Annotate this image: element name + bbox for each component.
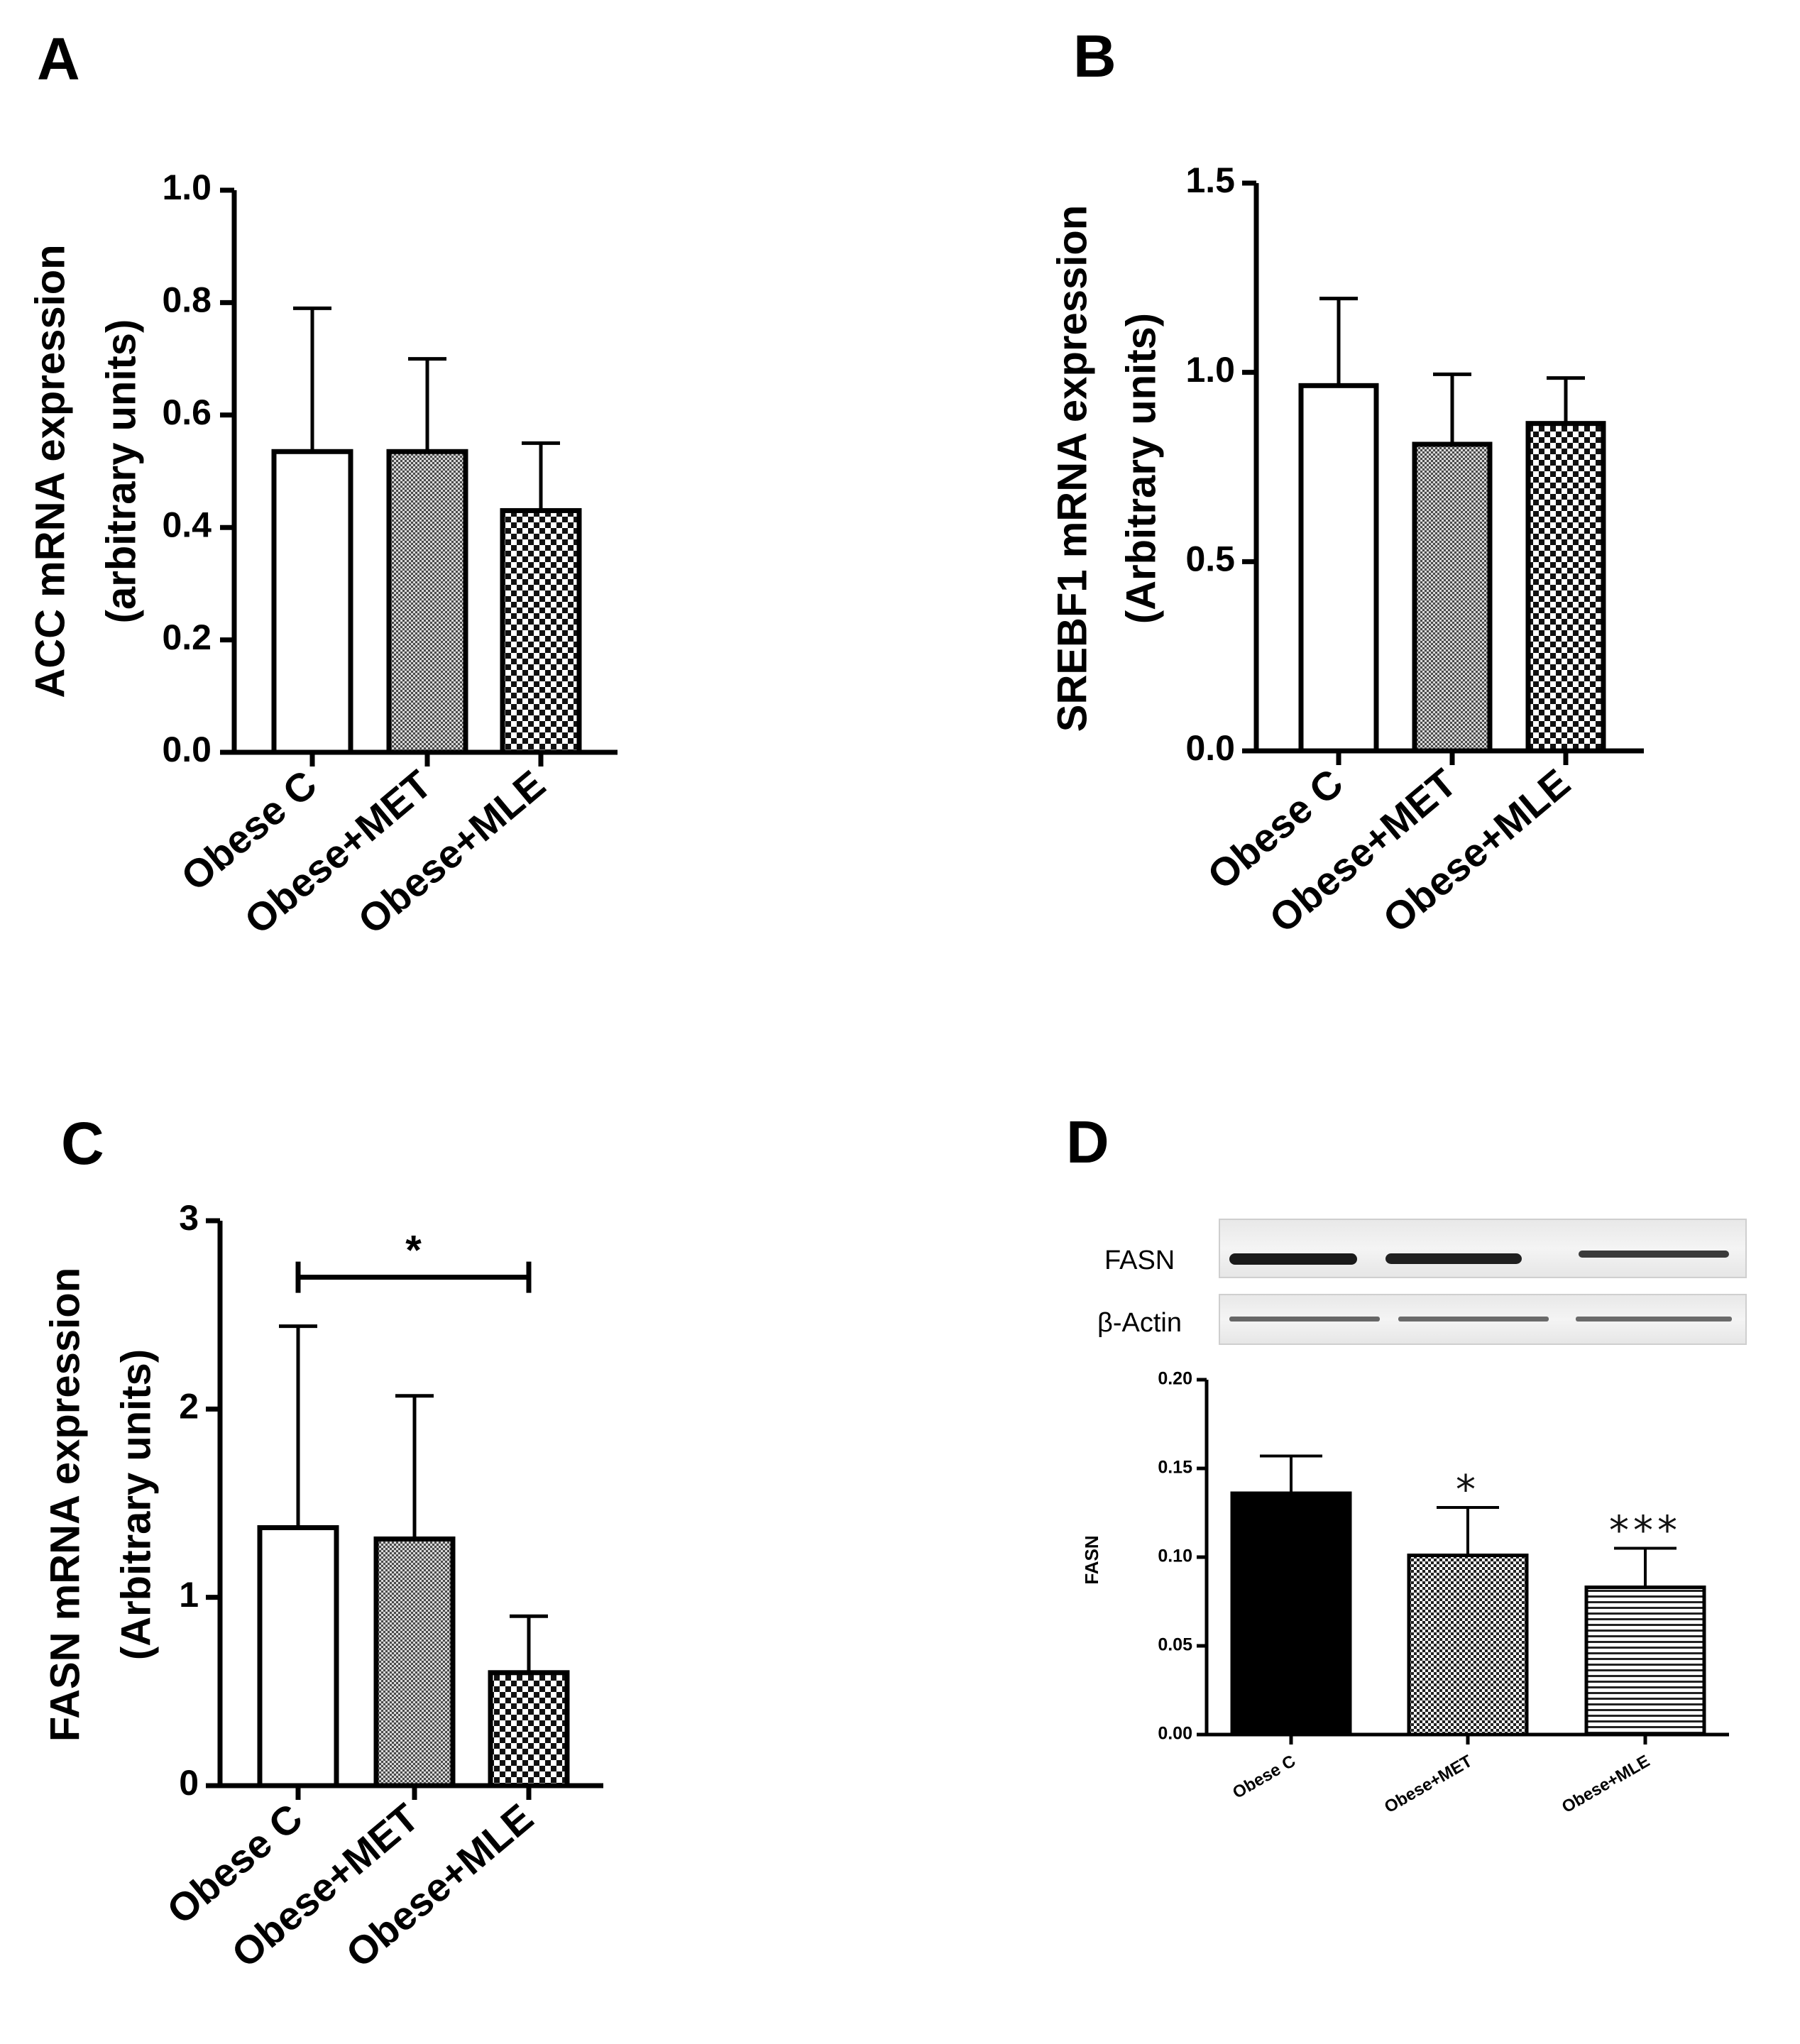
bar xyxy=(1407,1554,1529,1737)
blot-label-fasn: FASN xyxy=(1104,1246,1175,1275)
category-label: Obese+MLE xyxy=(1559,1752,1653,1817)
y-tick-label: 1 xyxy=(179,1575,199,1615)
bar xyxy=(488,1670,570,1788)
blot-fasn-strip xyxy=(1219,1219,1747,1278)
blot-actin-band-1 xyxy=(1229,1317,1380,1322)
y-tick-label: 0.2 xyxy=(162,617,212,657)
blot-label-actin: β-Actin xyxy=(1097,1308,1182,1338)
blot-actin-band-2 xyxy=(1398,1317,1549,1322)
panel-letter-b: B xyxy=(1073,23,1116,89)
y-axis-label: (Arbitrary units) xyxy=(113,1349,159,1660)
blot-fasn-band-3 xyxy=(1579,1251,1729,1258)
category-label: Obese+MET xyxy=(1381,1752,1476,1818)
y-tick-label: 0.05 xyxy=(1158,1635,1192,1655)
y-axis-label: (arbitrary units) xyxy=(98,319,144,624)
y-tick-label: 0 xyxy=(179,1763,199,1803)
western-blot: FASN β-Actin xyxy=(1097,1219,1747,1345)
y-axis-label: FASN mRNA expression xyxy=(42,1268,88,1742)
blot-fasn-band-2 xyxy=(1385,1253,1522,1264)
significance-star: *** xyxy=(1609,1508,1681,1554)
panel-b: B 0.0 0.5 1.0 1.5 SREBF1 mRNA expression (Arb… xyxy=(1049,23,1644,941)
y-tick-label: 0.5 xyxy=(1185,539,1235,579)
significance-star: * xyxy=(1456,1467,1480,1513)
panel-letter-c: C xyxy=(61,1110,104,1177)
y-tick-label: 0.15 xyxy=(1158,1458,1192,1478)
panel-a: A 0.0 0.2 0.4 0.6 0.8 1.0 ACC mRNA expression (… xyxy=(27,26,618,943)
y-tick-label: 0.10 xyxy=(1158,1546,1192,1566)
y-tick-label: 0.00 xyxy=(1158,1724,1192,1744)
chart-c: 0 1 2 3 FASN mRNA expression (Arbitrary units… xyxy=(42,1198,603,1976)
blot-actin-band-3 xyxy=(1576,1317,1732,1322)
y-axis-label: FASN xyxy=(1081,1535,1102,1584)
bar xyxy=(257,1524,339,1788)
panel-d: D FASN β-Actin 0.00 0.05 0.10 0.15 0.20 FASN O… xyxy=(1066,1109,1747,1818)
y-tick-label: 0.0 xyxy=(1185,728,1235,768)
bar xyxy=(386,449,468,755)
chart-b: 0.0 0.5 1.0 1.5 SREBF1 mRNA expression (Arbit… xyxy=(1049,160,1644,941)
y-tick-label: 0.6 xyxy=(162,392,212,432)
y-tick-label: 0.0 xyxy=(162,730,212,769)
y-tick-label: 0.4 xyxy=(162,505,212,544)
y-axis-label: (Arbitrary units) xyxy=(1118,313,1164,624)
y-tick-label: 1.5 xyxy=(1185,160,1235,200)
panel-c: C 0 1 2 3 FASN mRNA expression (Arbitrary uni… xyxy=(42,1110,603,1976)
y-axis-label: ACC mRNA expression xyxy=(27,244,73,698)
bar xyxy=(271,449,353,755)
bar xyxy=(500,507,582,755)
bar xyxy=(1230,1491,1352,1737)
bar xyxy=(1525,421,1606,754)
y-tick-label: 0.20 xyxy=(1158,1369,1192,1389)
chart-d: 0.00 0.05 0.10 0.15 0.20 FASN Obese C Obese+MET… xyxy=(1081,1369,1729,1818)
bar xyxy=(1584,1586,1706,1737)
significance-star: * xyxy=(405,1228,422,1274)
y-tick-label: 2 xyxy=(179,1387,199,1427)
category-label: Obese C xyxy=(1229,1752,1299,1803)
y-tick-label: 1.0 xyxy=(1185,350,1235,390)
y-tick-label: 0.8 xyxy=(162,280,212,320)
bar xyxy=(1298,383,1379,754)
bar xyxy=(1412,441,1493,754)
bar xyxy=(373,1536,456,1788)
chart-a: 0.0 0.2 0.4 0.6 0.8 1.0 ACC mRNA expression (ar… xyxy=(27,167,618,943)
y-tick-label: 3 xyxy=(179,1198,199,1238)
y-tick-label: 1.0 xyxy=(162,167,212,207)
panel-letter-d: D xyxy=(1066,1109,1109,1175)
y-axis-label: SREBF1 mRNA expression xyxy=(1049,205,1095,732)
blot-fasn-band-1 xyxy=(1229,1253,1357,1265)
panel-letter-a: A xyxy=(37,26,80,92)
